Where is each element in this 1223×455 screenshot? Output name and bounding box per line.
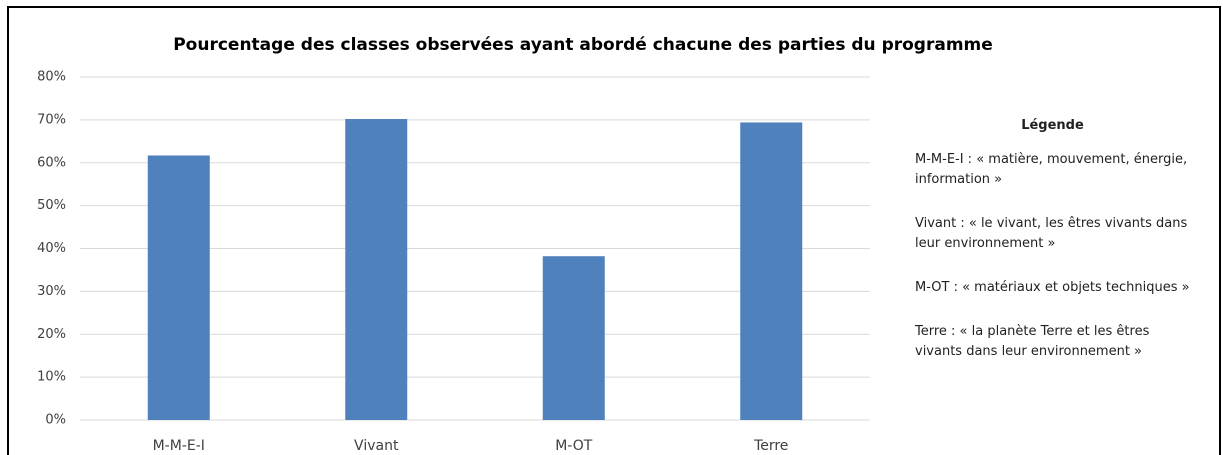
legend-item: Vivant : « le vivant, les êtres vivants … bbox=[915, 216, 1188, 251]
y-tick-label: 30% bbox=[37, 284, 66, 299]
x-tick-label: M-M-E-I bbox=[153, 438, 205, 454]
y-tick-label: 70% bbox=[37, 112, 66, 127]
x-tick-label: M-OT bbox=[555, 438, 593, 454]
y-tick-label: 60% bbox=[37, 155, 66, 170]
y-tick-label: 0% bbox=[45, 413, 66, 428]
y-tick-label: 80% bbox=[37, 70, 66, 85]
y-tick-label: 40% bbox=[37, 241, 66, 256]
x-tick-label: Vivant bbox=[354, 438, 399, 454]
bar bbox=[147, 155, 210, 420]
legend-item: Terre : « la planète Terre et les êtres … bbox=[915, 324, 1150, 359]
side-legend: Légende M-M-E-I : « matière, mouvement, … bbox=[915, 116, 1190, 386]
bar bbox=[345, 119, 408, 420]
y-tick-label: 20% bbox=[37, 327, 66, 342]
bar bbox=[740, 122, 803, 420]
legend-item: M-M-E-I : « matière, mouvement, énergie,… bbox=[915, 152, 1188, 187]
chart-title: Pourcentage des classes observées ayant … bbox=[173, 35, 993, 55]
bar bbox=[542, 256, 605, 420]
legend-item: M-OT : « matériaux et objets techniques … bbox=[915, 280, 1190, 295]
x-tick-label: Terre bbox=[753, 438, 788, 454]
y-tick-label: 50% bbox=[37, 198, 66, 213]
legend-title: Légende bbox=[1021, 118, 1084, 133]
y-tick-label: 10% bbox=[37, 370, 66, 385]
frame bbox=[7, 6, 1221, 455]
